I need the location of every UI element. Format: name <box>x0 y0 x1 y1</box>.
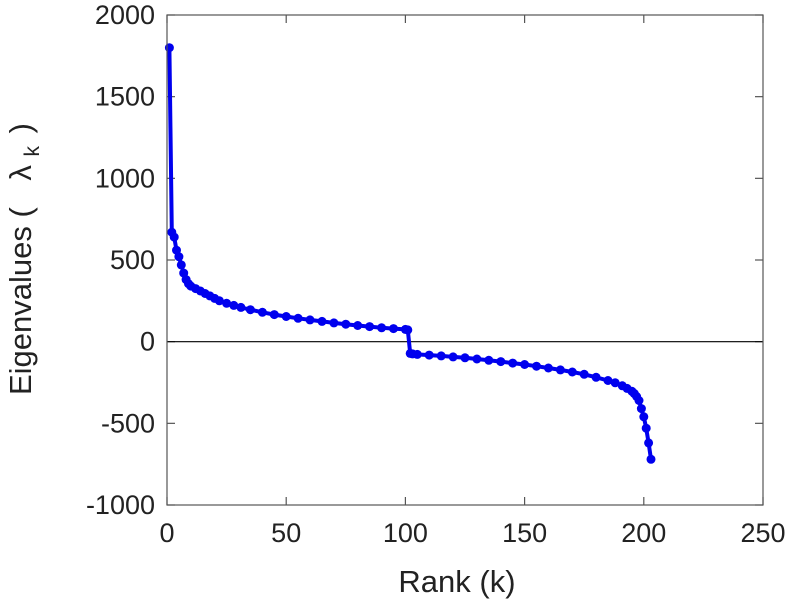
data-point <box>245 305 255 315</box>
data-point <box>636 404 646 414</box>
y-tick-label: 2000 <box>95 0 155 30</box>
eigenvalue-series <box>164 43 656 464</box>
x-tick-label: 0 <box>159 518 174 548</box>
data-point <box>484 355 494 365</box>
data-point <box>543 363 553 373</box>
y-tick-label: 1000 <box>95 163 155 193</box>
data-point <box>496 357 506 367</box>
data-point <box>644 438 654 448</box>
data-point <box>222 298 232 308</box>
data-point <box>257 307 267 317</box>
data-point <box>472 354 482 364</box>
data-point <box>460 353 470 363</box>
y-axis-label-subscript: k <box>21 145 44 156</box>
y-axis-label-prefix: Eigenvalues ( <box>3 207 38 396</box>
data-point <box>508 358 518 368</box>
data-point <box>353 321 363 330</box>
data-point <box>281 312 291 321</box>
y-tick-label: -1000 <box>86 490 155 520</box>
data-point <box>329 318 339 328</box>
y-tick-label: -500 <box>101 408 155 438</box>
y-axis-label: Eigenvalues ( λ k ) <box>3 123 46 395</box>
data-point <box>634 396 644 405</box>
data-point <box>164 43 174 53</box>
data-point <box>174 252 184 262</box>
x-tick-label: 100 <box>383 518 428 548</box>
data-point <box>317 316 327 326</box>
data-point <box>214 296 224 306</box>
data-point <box>567 367 577 377</box>
data-point <box>365 322 375 332</box>
data-point <box>591 372 601 382</box>
data-point <box>603 376 613 385</box>
x-tick-label: 150 <box>502 518 547 548</box>
data-point <box>229 300 239 310</box>
x-tick-label: 250 <box>740 518 785 548</box>
data-point <box>555 365 565 375</box>
data-point <box>641 423 651 433</box>
x-axis-label: Rank (k) <box>398 564 515 599</box>
data-point <box>412 349 422 359</box>
data-point <box>520 360 530 369</box>
data-point <box>305 315 315 325</box>
data-point <box>169 232 179 242</box>
data-point <box>269 310 279 320</box>
plot-frame <box>166 14 764 506</box>
x-axis-ticks: 0 50 100 150 200 250 <box>159 15 786 548</box>
data-point <box>610 378 620 388</box>
y-tick-label: 0 <box>140 327 155 357</box>
y-axis-label-symbol: λ <box>3 165 38 181</box>
data-point <box>176 260 186 270</box>
y-axis-ticks: 2000 1500 1000 500 0 -500 -1000 <box>86 0 763 520</box>
data-point <box>389 324 398 334</box>
data-point <box>403 325 413 335</box>
data-point <box>293 313 303 323</box>
y-tick-label: 1500 <box>95 82 155 112</box>
data-point <box>377 323 387 333</box>
y-tick-label: 500 <box>110 245 155 275</box>
y-axis-label-suffix: ) <box>3 123 38 133</box>
data-point <box>424 350 434 360</box>
data-point <box>639 412 649 422</box>
x-tick-label: 200 <box>621 518 666 548</box>
data-point <box>341 319 351 329</box>
data-point <box>448 352 458 362</box>
data-point <box>532 361 541 371</box>
x-tick-label: 50 <box>271 518 301 548</box>
data-point <box>646 454 656 464</box>
data-point <box>579 369 589 379</box>
data-point <box>436 351 446 361</box>
data-point <box>236 302 246 312</box>
series-line <box>167 47 653 460</box>
